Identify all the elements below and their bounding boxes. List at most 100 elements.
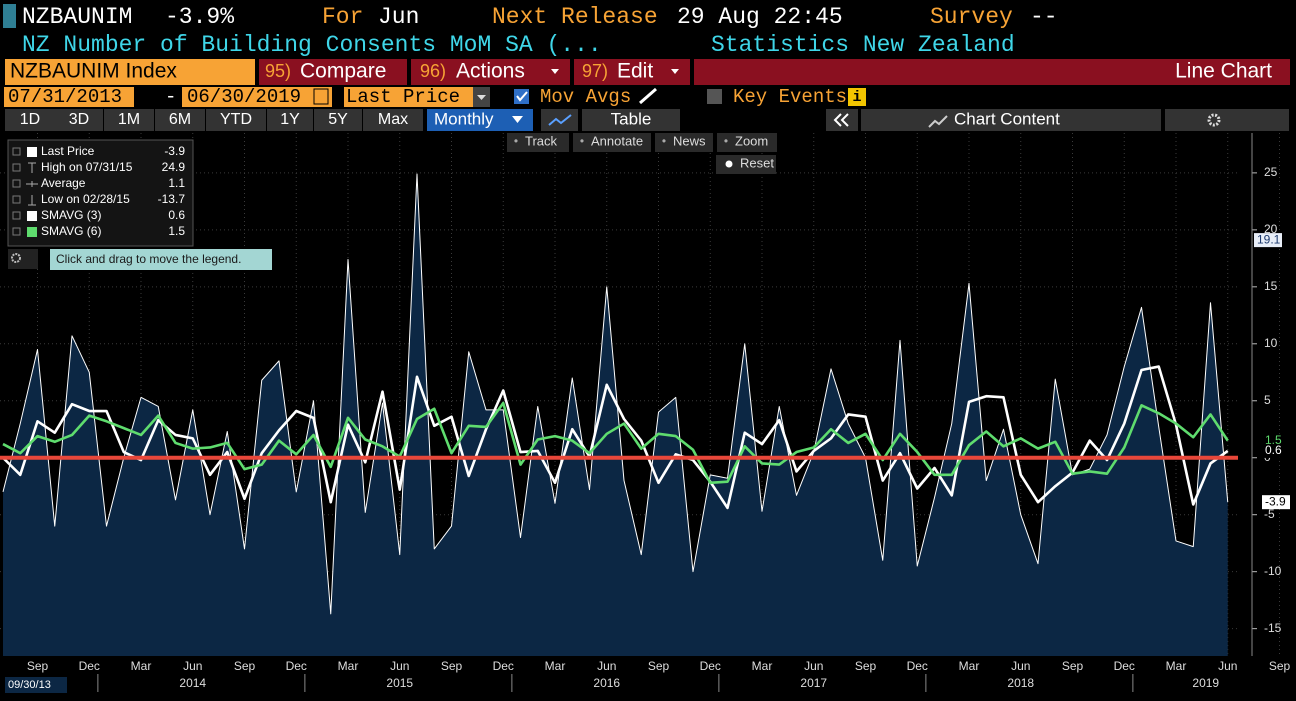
y-tick-label: 5 [1264,393,1271,407]
button-num: 97) [582,61,608,81]
legend[interactable]: Last Price -3.9 High on 07/31/15 24.9 Averag… [7,139,194,247]
y-tick-label: -15 [1264,621,1282,635]
reset-button[interactable] [716,155,776,174]
x-tick-label: Jun [1011,659,1030,673]
button-label: Compare [300,60,386,83]
table: Table [611,109,652,128]
tool-icon: • [724,134,728,148]
value-tag: -3.9 [1265,494,1286,508]
x-tick-label: Dec [286,659,307,673]
calendar-icon[interactable] [313,88,329,105]
value-tag-box [1262,495,1290,510]
legend-toggle[interactable] [12,195,21,204]
dropdown-arrow [671,69,679,74]
tool-button[interactable] [573,133,651,152]
start-date: 07/31/2013 [8,86,122,108]
gear-icon [11,253,21,263]
legend-value: 1.5 [168,224,185,238]
x-year-label: 2014 [179,676,206,690]
period-button[interactable] [5,109,55,131]
start-date-box[interactable] [4,87,134,107]
legend-toggle[interactable] [12,179,21,188]
actions-button[interactable] [411,59,570,85]
button-num: 96) [420,61,446,81]
period-button[interactable] [314,109,362,131]
field-box[interactable] [344,87,490,107]
dropdown-arrow [512,116,523,123]
end-date-box[interactable] [182,87,332,107]
legend-toggle[interactable] [12,147,21,156]
tool-icon: • [580,134,584,148]
x-tick-label: Sep [855,659,877,673]
legend-toggle[interactable] [12,163,21,172]
chart-tools: • Track • Annotate • News • Zoom [507,133,777,152]
value-tag: 0.6 [1265,443,1282,457]
period-button[interactable] [155,109,205,131]
calendar-icon[interactable] [137,88,153,105]
x-year-label: 2015 [386,676,413,690]
collapse-icon [833,113,849,127]
period-button[interactable] [267,109,313,131]
ticker-marker [3,4,16,28]
legend-swatch [27,227,37,237]
chart-type-icon [548,114,572,126]
chart-content-icon [928,115,948,128]
legend-toggle[interactable] [12,211,21,220]
next-release-label: Next Release [492,4,658,30]
legend-toggle[interactable] [12,227,21,236]
legend-label: Low on 02/28/15 [41,192,130,206]
frequency-button[interactable] [427,109,533,131]
x-year-label: 2017 [800,676,827,690]
checkbox[interactable] [707,89,722,104]
view: Line Chart [1175,60,1272,83]
value-tag: 19.1 [1257,232,1281,246]
period-button[interactable] [206,109,266,131]
tool-button[interactable] [507,133,569,152]
y-tick-label: 15 [1264,279,1278,293]
period-button[interactable] [104,109,154,131]
chart-type-button[interactable] [541,109,578,131]
period: 1D [20,111,40,128]
table-button[interactable] [582,109,680,131]
next-release: 29 Aug 22:45 [677,4,843,30]
legend-box[interactable] [7,139,194,247]
x-tick-label: Sep [1269,659,1291,673]
ticker: NZBAUNIM [22,4,132,30]
period-button[interactable] [55,109,103,131]
security-box[interactable] [5,59,255,85]
pencil-icon[interactable] [639,87,657,105]
tool-icon: • [514,134,518,148]
reset-icon [725,160,733,168]
legend-label: Last Price [41,144,95,158]
key-events: Key Events [733,86,847,108]
period: 1Y [280,111,300,128]
chart-content-button[interactable] [861,109,1161,131]
info-icon[interactable] [848,88,866,106]
period-button[interactable] [363,109,423,131]
period: 6M [169,111,191,128]
reset: Reset [740,155,774,170]
settings-button[interactable] [1165,109,1289,131]
legend-icon [28,162,36,173]
chart-content: Chart Content [954,109,1060,128]
checkbox-checked[interactable] [514,89,529,104]
compare-button[interactable] [259,59,407,85]
mov-avgs: Mov Avgs [540,86,631,108]
period: YTD [220,111,252,128]
change: -3.9% [165,4,234,30]
tool-button[interactable] [655,133,713,152]
legend-hint: Click and drag to move the legend. [56,252,241,266]
period: Max [378,111,408,128]
tool-button[interactable] [717,133,777,152]
x-tick-label: Mar [338,659,359,673]
y-tick-label: 10 [1264,336,1278,350]
period: 5Y [328,111,348,128]
edit-button[interactable] [574,59,690,85]
button-num: 95) [265,61,291,81]
period: 3D [69,111,89,128]
legend-icon [28,195,36,206]
x-tick-label: Dec [1114,659,1135,673]
x-tick-label: Sep [441,659,463,673]
legend-gear[interactable] [8,249,38,269]
